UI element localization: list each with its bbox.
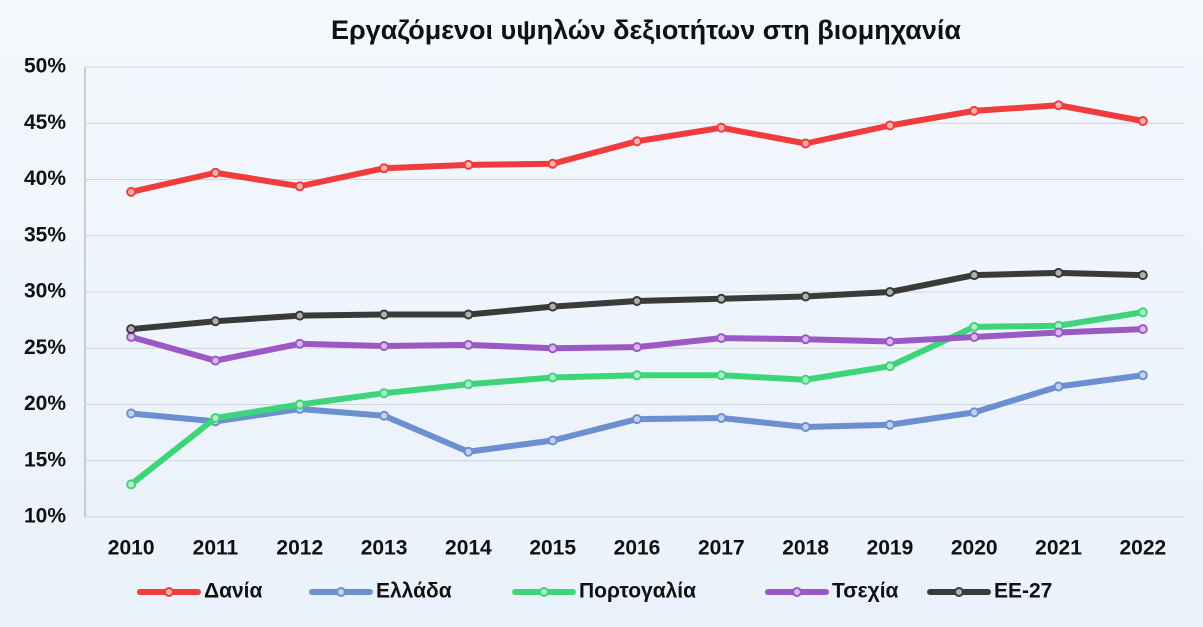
point [632,136,642,147]
point [632,296,642,306]
point [632,414,642,425]
point [800,291,811,302]
point [126,332,137,342]
point [716,122,727,133]
point [884,419,895,430]
legend-marker [954,587,964,597]
point [547,158,558,169]
point [969,332,980,342]
point [1137,370,1148,381]
point [379,388,390,399]
y-tick-label: 15% [24,448,66,471]
legend-marker [164,587,174,597]
x-tick-label: 2014 [445,537,492,560]
y-tick-label: 30% [24,280,66,303]
y-tick-label: 45% [24,111,66,134]
point [1053,100,1064,111]
point [800,138,811,149]
point [463,379,474,390]
point [463,309,474,320]
point [294,399,305,410]
point [547,372,558,383]
legend-label: Τσεχία [832,580,899,603]
point [1137,307,1148,318]
y-tick-label: 40% [24,167,66,190]
legend-label: Πορτογαλία [579,580,696,603]
point [632,342,642,353]
point [1053,381,1064,392]
point [1053,327,1064,338]
legend-label: ΕΕ-27 [994,580,1052,603]
point [800,334,811,345]
point [126,324,137,335]
x-tick-label: 2018 [782,537,829,560]
point [126,479,137,490]
y-tick-label: 25% [24,336,66,359]
point [969,105,980,116]
x-tick-label: 2017 [698,537,745,560]
point [126,186,137,197]
x-tick-label: 2013 [361,537,408,560]
point [884,287,895,297]
point [800,374,811,385]
point [969,407,980,418]
x-tick-label: 2010 [108,537,155,560]
point [463,339,474,350]
point [716,333,727,344]
point [884,336,895,347]
y-tick-label: 50% [24,55,66,78]
point [884,120,895,131]
point [884,361,895,372]
point [1137,324,1148,335]
point [1053,267,1064,278]
point [632,370,642,381]
x-tick-label: 2019 [867,537,914,560]
point [1137,270,1148,281]
point [969,270,980,281]
legend-label: Δανία [204,580,263,603]
legend-marker [336,587,346,597]
point [126,408,137,419]
legend-marker [792,587,802,597]
point [294,338,305,349]
x-tick-label: 2012 [276,537,323,560]
point [210,355,221,366]
point [379,341,390,351]
y-tick-label: 35% [24,223,66,246]
x-tick-label: 2021 [1035,537,1082,560]
point [800,422,811,432]
point [379,309,390,320]
point [1137,116,1148,126]
x-tick-label: 2011 [193,537,239,560]
point [210,167,221,178]
y-tick-label: 20% [24,392,66,415]
y-tick-label: 10% [24,505,66,528]
point [379,163,390,174]
point [716,370,727,381]
x-tick-label: 2022 [1119,537,1166,560]
point [969,321,980,332]
point [547,301,558,312]
point [547,343,558,354]
point [210,316,221,327]
point [463,446,474,457]
x-tick-label: 2016 [614,537,661,560]
point [294,310,305,321]
legend-label: Ελλάδα [376,580,452,603]
point [716,413,727,423]
point [294,181,305,192]
legend-marker [539,587,549,597]
point [379,410,390,421]
x-tick-label: 2020 [951,537,998,560]
point [547,435,558,446]
point [716,293,727,304]
point [210,413,221,423]
point [463,159,474,170]
x-tick-label: 2015 [529,537,576,560]
chart-title: Εργαζόμενοι υψηλών δεξιοτήτων στη βιομηχ… [331,15,961,45]
